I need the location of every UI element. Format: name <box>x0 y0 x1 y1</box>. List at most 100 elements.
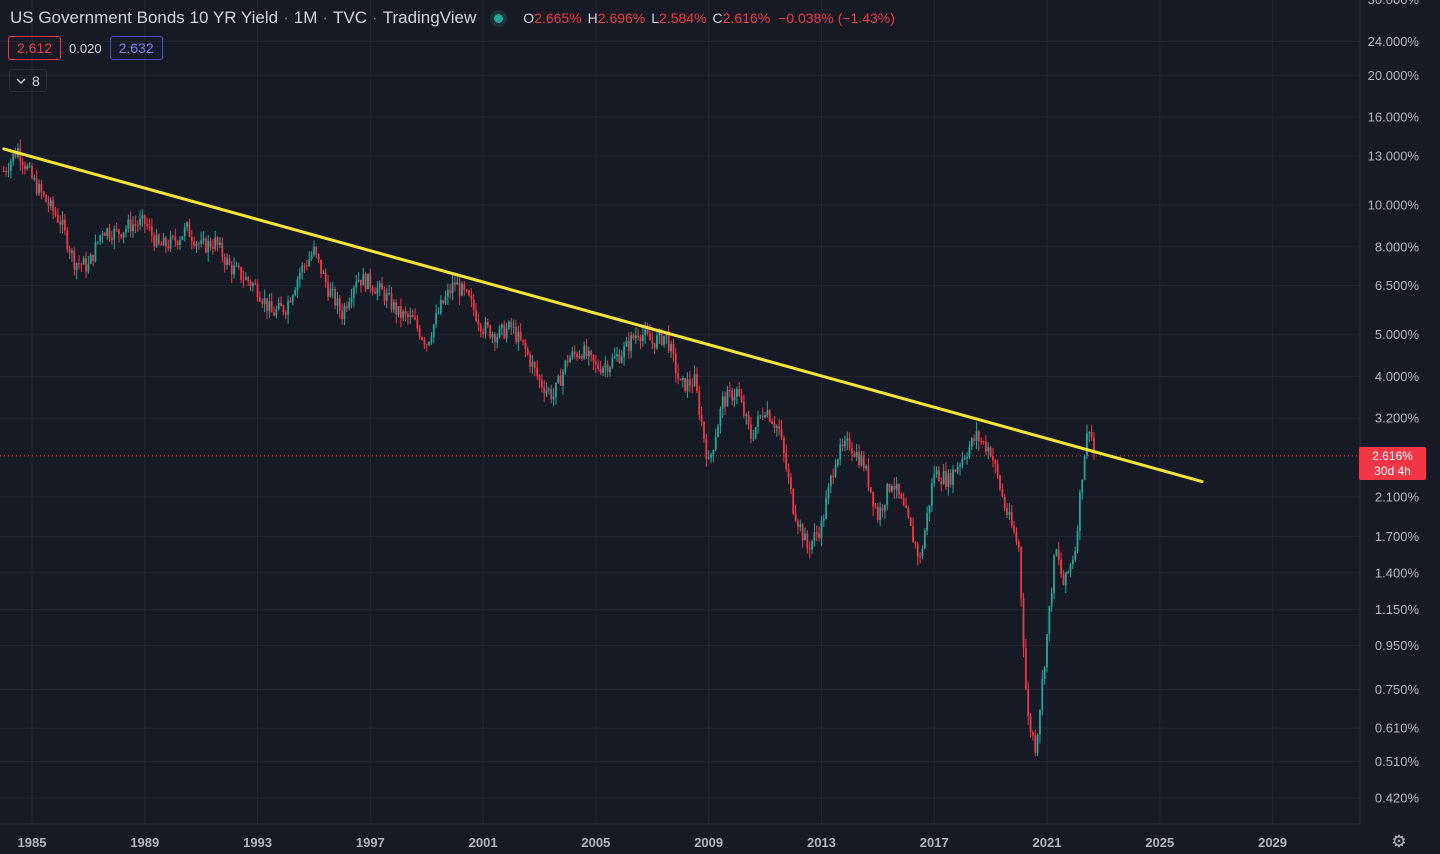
candle-body <box>1022 598 1025 648</box>
candle-body <box>780 428 783 438</box>
candle-body <box>883 504 886 511</box>
candle-body <box>162 237 165 246</box>
candle-body <box>547 389 550 391</box>
candle-body <box>322 272 325 274</box>
gear-icon[interactable]: ⚙ <box>1391 832 1407 851</box>
candle-body <box>78 263 80 265</box>
candle-body <box>139 218 141 226</box>
candle-body <box>153 235 156 247</box>
candle-body <box>888 484 891 492</box>
candle-body <box>1050 593 1053 607</box>
candle-body <box>463 283 466 290</box>
candle-body <box>583 345 586 359</box>
candle-body <box>110 237 113 241</box>
candle-body <box>714 437 717 451</box>
candle-body <box>315 246 318 254</box>
candle-body <box>1069 564 1072 572</box>
candle-body <box>839 444 842 460</box>
candle-body <box>181 236 184 240</box>
candle-body <box>959 464 961 467</box>
candle-body <box>1020 547 1023 599</box>
candle-body <box>933 474 936 484</box>
candle-body <box>270 301 273 313</box>
candle-body <box>146 223 149 226</box>
candle-body <box>200 240 203 244</box>
candle-body <box>961 458 964 465</box>
candle-body <box>945 471 947 487</box>
candle-body <box>167 246 170 249</box>
candle-body <box>472 299 475 311</box>
y-tick-label: 24.000% <box>1368 34 1420 49</box>
candle-body <box>355 281 358 288</box>
y-tick-label: 1.400% <box>1375 565 1420 580</box>
candle-body <box>926 513 929 531</box>
candle-body <box>1034 735 1037 753</box>
candle-body <box>987 447 990 452</box>
candle-body <box>14 153 17 158</box>
candle-body <box>89 254 92 264</box>
high-value: 2.696% <box>597 10 646 26</box>
candle-body <box>881 507 884 511</box>
candle-body <box>341 310 344 320</box>
candle-body <box>1013 525 1016 533</box>
candle-body <box>486 321 489 326</box>
candle-body <box>980 441 983 443</box>
candle-body <box>703 421 705 439</box>
candle-body <box>132 224 134 232</box>
candle-body <box>952 469 954 485</box>
close-label: C <box>712 10 723 26</box>
candle-body <box>909 517 912 526</box>
candle-body <box>52 200 55 212</box>
candle-body <box>752 437 755 439</box>
candle-body <box>94 242 97 262</box>
candle-body <box>696 374 698 392</box>
candle-body <box>212 247 214 249</box>
candle-body <box>1071 559 1074 565</box>
candle-body <box>501 324 503 328</box>
candle-body <box>1078 492 1081 532</box>
candle-body <box>226 258 228 265</box>
x-tick-label: 1993 <box>243 835 272 850</box>
candle-body <box>698 391 701 415</box>
candle-body <box>691 385 694 387</box>
candle-body <box>284 312 287 315</box>
candle-body <box>771 421 774 424</box>
x-tick-label: 2029 <box>1258 835 1287 850</box>
candle-body <box>543 387 546 394</box>
candle-body <box>435 313 438 325</box>
candle-body <box>397 306 400 315</box>
symbol-title[interactable]: US Government Bonds 10 YR Yield <box>10 8 279 27</box>
candle-body <box>815 532 818 534</box>
separator: · <box>283 8 289 27</box>
candle-body <box>221 242 224 258</box>
candle-body <box>338 298 341 311</box>
candle-body <box>202 238 205 241</box>
candle-body <box>721 396 724 409</box>
candle-body <box>263 298 266 304</box>
source-label: TradingView <box>382 8 477 27</box>
candle-body <box>919 556 922 558</box>
candle-body <box>63 219 66 231</box>
candle-body <box>475 310 477 321</box>
candle-body <box>289 300 292 303</box>
candle-body <box>143 214 146 224</box>
y-tick-label: 0.420% <box>1375 791 1420 806</box>
bid-button[interactable]: 2.612 <box>8 36 62 60</box>
y-tick-label: 16.000% <box>1368 110 1420 125</box>
candle-body <box>505 328 508 339</box>
candle-body <box>430 337 433 342</box>
candle-body <box>378 283 381 288</box>
candle-body <box>59 221 62 225</box>
candle-body <box>606 364 609 373</box>
indicators-toggle[interactable]: 8 <box>9 69 47 92</box>
interval-label[interactable]: 1M <box>293 8 318 27</box>
candle-body <box>12 153 15 162</box>
candle-body <box>764 415 766 418</box>
ask-button[interactable]: 2.632 <box>109 36 163 60</box>
trendline[interactable] <box>2 147 1204 484</box>
candle-body <box>282 306 285 313</box>
candle-body <box>599 369 602 373</box>
candle-body <box>902 498 905 506</box>
y-tick-label: 5.000% <box>1375 327 1420 342</box>
